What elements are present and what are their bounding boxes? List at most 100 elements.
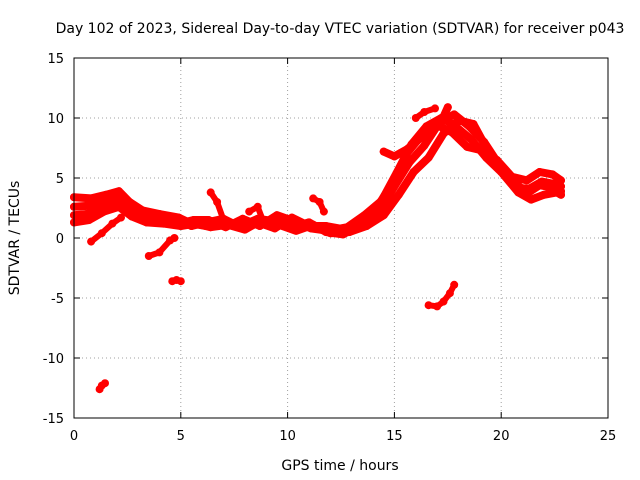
data-point <box>431 104 439 113</box>
data-point <box>439 112 448 121</box>
data-point <box>428 126 437 134</box>
data-point <box>108 219 117 228</box>
y-axis-label: SDTVAR / TECUs <box>7 181 23 296</box>
data-point <box>445 289 454 298</box>
data-point <box>206 223 215 232</box>
data-point <box>420 108 429 116</box>
data-point <box>394 190 403 199</box>
data-point <box>535 181 544 190</box>
data-point <box>424 301 433 310</box>
data-point <box>424 153 433 162</box>
data-point <box>99 207 108 216</box>
data-point <box>97 229 106 238</box>
data-point <box>358 216 367 224</box>
data-point <box>484 147 493 156</box>
data-point <box>191 219 200 228</box>
data-point <box>275 220 284 229</box>
data-point <box>253 202 262 211</box>
data-point <box>117 213 125 222</box>
data-point <box>514 188 523 197</box>
data-point <box>450 110 459 119</box>
data-point <box>548 170 557 179</box>
data-point <box>539 190 548 199</box>
data-point <box>172 214 181 223</box>
data-point <box>142 218 151 227</box>
x-tick-label: 10 <box>279 429 296 444</box>
data-point <box>557 190 565 199</box>
data-point <box>499 170 508 179</box>
y-tick-label: -10 <box>43 352 64 367</box>
x-axis-label: GPS time / hours <box>281 458 398 474</box>
data-point <box>292 226 301 235</box>
data-point <box>319 207 328 216</box>
data-point <box>420 141 429 150</box>
data-point <box>219 216 228 224</box>
y-tick-label: -15 <box>43 412 64 427</box>
data-point <box>362 222 371 230</box>
axis-ticks: 0 5 10 15 20 25 15 10 5 0 -5 -10 -15 <box>43 52 617 444</box>
data-point <box>326 229 335 238</box>
data-point <box>260 219 269 228</box>
data-point <box>405 158 414 167</box>
x-tick-label: 15 <box>386 429 403 444</box>
data-point <box>112 193 121 202</box>
data-point <box>379 147 388 156</box>
data-point <box>379 211 388 220</box>
data-point <box>287 213 296 222</box>
data-point <box>411 114 420 122</box>
y-tick-label: 0 <box>56 232 64 247</box>
data-point <box>114 202 123 211</box>
data-point <box>390 152 399 161</box>
data-point <box>469 120 478 128</box>
data-point <box>238 214 247 223</box>
data-point <box>315 198 324 206</box>
data-point <box>309 194 318 203</box>
data-point <box>272 211 281 220</box>
data-point <box>176 277 185 286</box>
y-tick-label: 10 <box>47 112 64 127</box>
data-point <box>240 225 249 234</box>
data-point <box>170 234 179 242</box>
data-point <box>467 135 476 144</box>
x-tick-label: 0 <box>70 429 78 444</box>
series-track-12 <box>207 189 227 223</box>
data-point <box>454 116 463 125</box>
y-tick-label: 15 <box>47 52 64 67</box>
data-point <box>87 237 96 246</box>
data-point <box>527 195 536 204</box>
data-point <box>309 220 318 229</box>
data-point <box>213 198 222 206</box>
data-point <box>245 207 254 216</box>
data-point <box>144 252 153 260</box>
data-point <box>522 176 531 185</box>
data-point <box>101 379 109 388</box>
x-tick-label: 5 <box>177 429 185 444</box>
y-tick-label: 5 <box>56 172 64 187</box>
x-tick-label: 20 <box>493 429 510 444</box>
data-point <box>176 222 185 230</box>
data-point <box>450 280 459 289</box>
data-point <box>345 228 354 236</box>
data-point <box>463 142 471 151</box>
data-point <box>114 187 123 196</box>
data-point <box>155 248 164 257</box>
data-point <box>416 134 424 143</box>
data-point <box>403 145 412 154</box>
data-point <box>439 129 448 138</box>
data-point <box>439 297 448 306</box>
data-point <box>535 168 544 176</box>
series-track-5 <box>88 214 124 245</box>
data-point <box>99 195 108 204</box>
chart-title: Day 102 of 2023, Sidereal Day-to-day VTE… <box>56 21 625 37</box>
data-point <box>409 168 418 176</box>
x-tick-label: 25 <box>600 429 617 444</box>
data-point <box>127 212 136 221</box>
data-series <box>70 103 565 394</box>
data-point <box>206 188 215 197</box>
data-point <box>159 219 168 228</box>
data-point <box>85 216 93 224</box>
data-point <box>390 182 399 191</box>
y-tick-label: -5 <box>51 292 64 307</box>
data-point <box>443 103 452 112</box>
